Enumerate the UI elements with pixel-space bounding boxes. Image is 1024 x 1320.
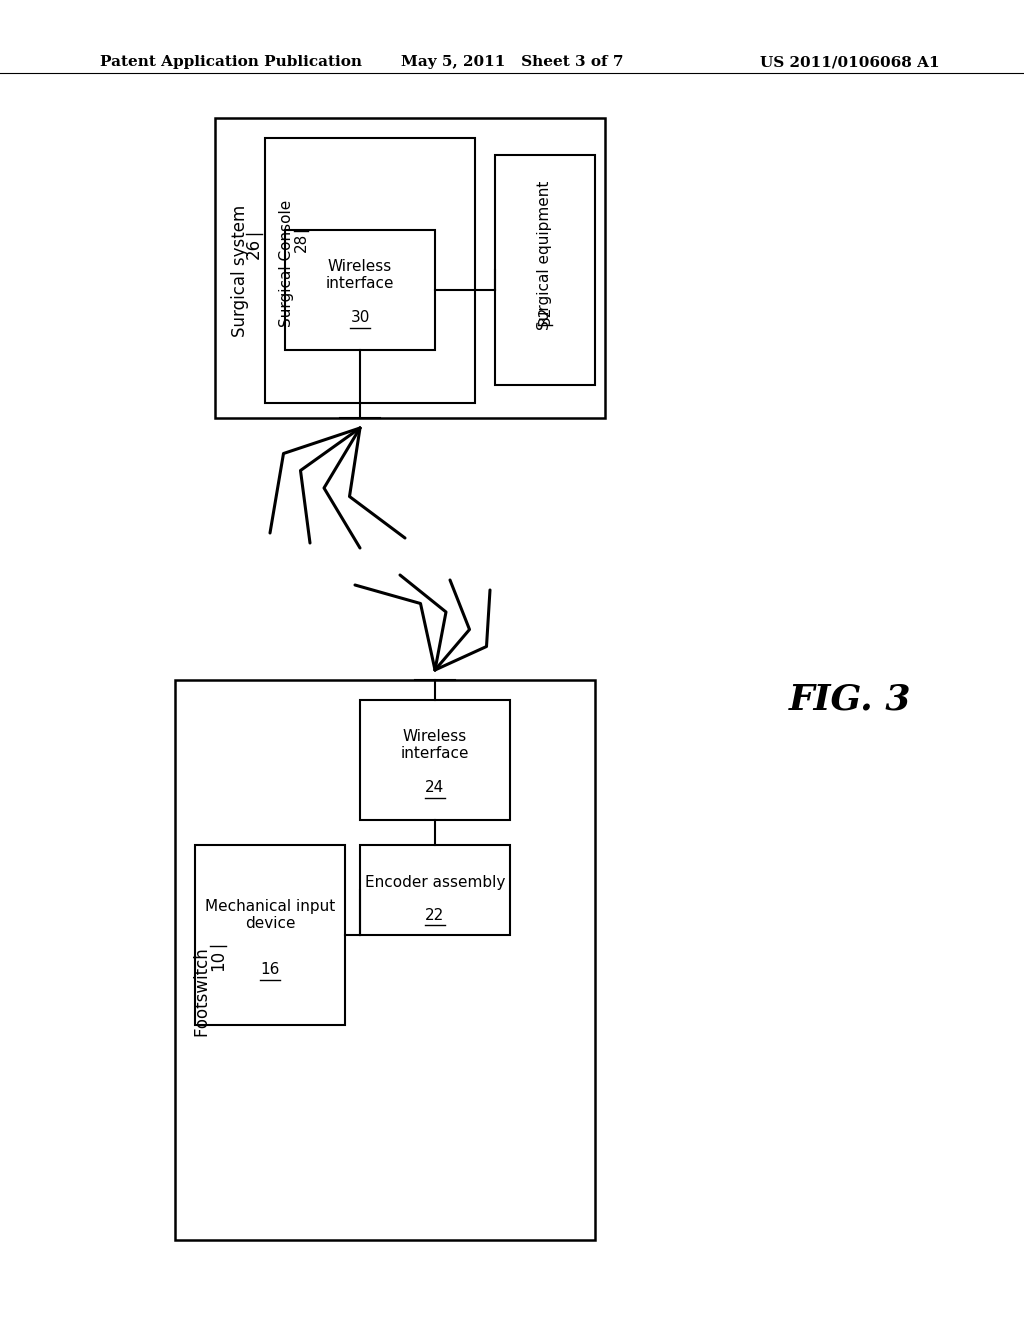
Text: Wireless
interface: Wireless interface [326, 259, 394, 292]
Text: Surgical equipment: Surgical equipment [538, 181, 553, 330]
Text: 26: 26 [245, 238, 263, 259]
Text: 28: 28 [294, 232, 308, 252]
Text: Surgical Console: Surgical Console [280, 194, 295, 326]
Bar [195, 845, 345, 1026]
Text: Surgical system: Surgical system [231, 199, 249, 337]
Text: 24: 24 [425, 780, 444, 796]
Text: Encoder assembly: Encoder assembly [365, 874, 505, 890]
Bar [360, 700, 510, 820]
Text: Patent Application Publication: Patent Application Publication [100, 55, 362, 69]
Text: FIG. 3: FIG. 3 [788, 682, 911, 717]
Bar [285, 230, 435, 350]
Bar [175, 680, 595, 1239]
Text: Mechanical input
device: Mechanical input device [205, 899, 335, 931]
Bar [215, 117, 605, 418]
Text: 16: 16 [260, 962, 280, 978]
Text: 10: 10 [209, 949, 227, 970]
Text: US 2011/0106068 A1: US 2011/0106068 A1 [761, 55, 940, 69]
Text: 22: 22 [425, 908, 444, 923]
Text: 30: 30 [350, 310, 370, 326]
Text: 32: 32 [538, 305, 553, 325]
Bar [360, 845, 510, 935]
Bar [495, 154, 595, 385]
Text: Footswitch: Footswitch [194, 942, 212, 1038]
Text: Wireless
interface: Wireless interface [400, 729, 469, 762]
Text: May 5, 2011   Sheet 3 of 7: May 5, 2011 Sheet 3 of 7 [400, 55, 624, 69]
Bar [265, 139, 475, 403]
